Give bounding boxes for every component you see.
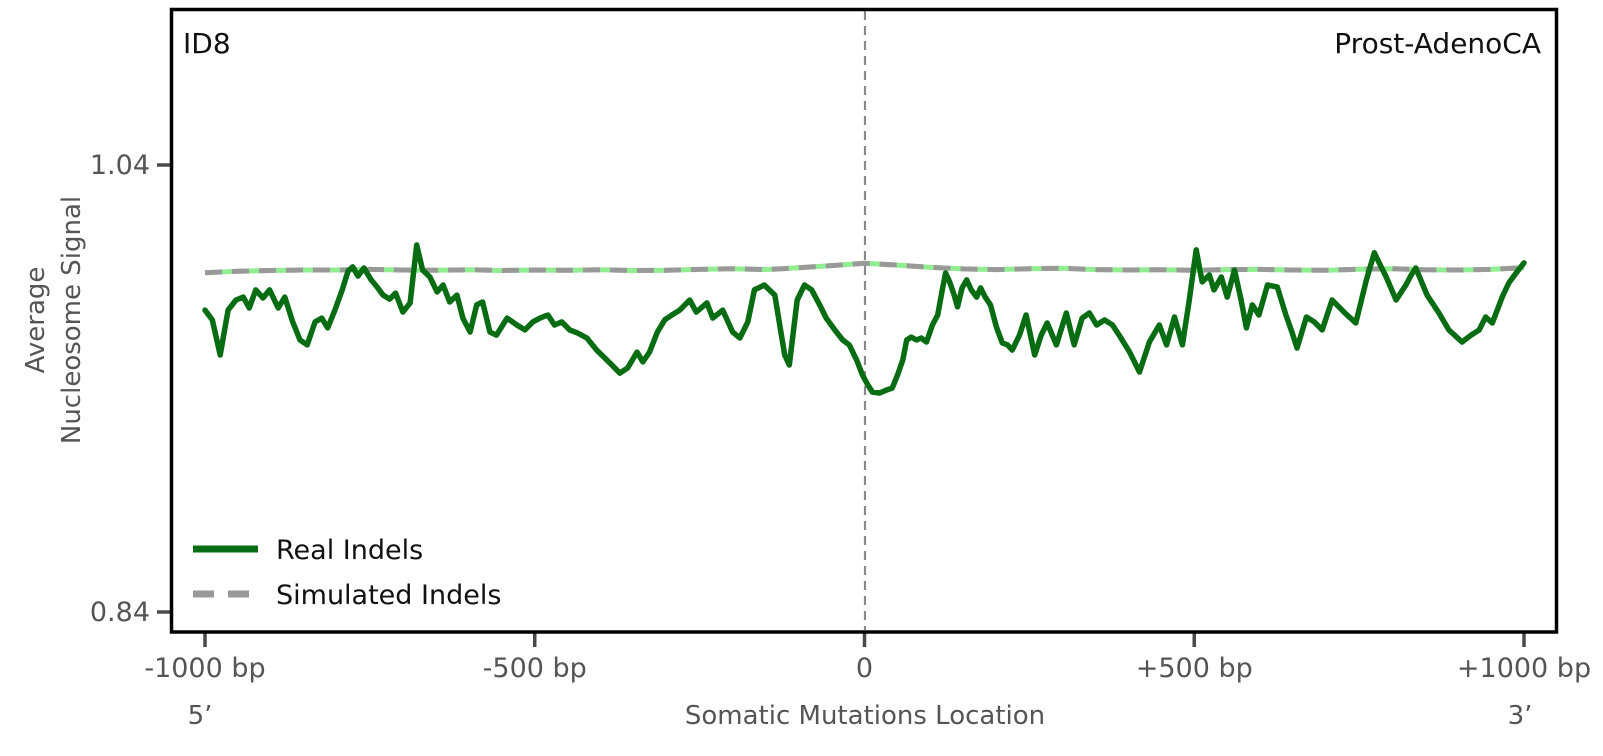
y-tick-label: 0.84 xyxy=(90,597,150,628)
y-tick-label: 1.04 xyxy=(90,150,150,181)
plot-border xyxy=(169,7,1559,634)
legend-real-indels-label: Real Indels xyxy=(276,535,423,566)
legend: Real Indels Simulated Indels xyxy=(193,535,501,611)
y-axis-ticks: 1.04 0.84 xyxy=(90,150,171,628)
x-tick-label: +1000 bp xyxy=(1457,653,1591,684)
three-prime-label: 3’ xyxy=(1508,701,1533,731)
panel-label-cancer-type: Prost-AdenoCA xyxy=(1334,27,1541,60)
x-tick-label: -500 bp xyxy=(483,653,587,684)
x-axis-ticks: -1000 bp -500 bp 0 +500 bp +1000 bp xyxy=(144,632,1591,684)
legend-simulated-indels-label: Simulated Indels xyxy=(276,580,501,611)
x-tick-label: 0 xyxy=(856,653,873,684)
x-tick-label: +500 bp xyxy=(1136,653,1253,684)
x-axis-title: Somatic Mutations Location xyxy=(685,701,1045,731)
y-axis-title-line2: Nucleosome Signal xyxy=(57,196,87,444)
series-lines xyxy=(202,242,1527,396)
x-tick-label: -1000 bp xyxy=(144,653,265,684)
panel-label-id8: ID8 xyxy=(183,27,231,60)
y-axis-title-line1: Average xyxy=(21,267,51,374)
real-indels-line xyxy=(202,242,1527,396)
five-prime-label: 5’ xyxy=(188,701,213,731)
